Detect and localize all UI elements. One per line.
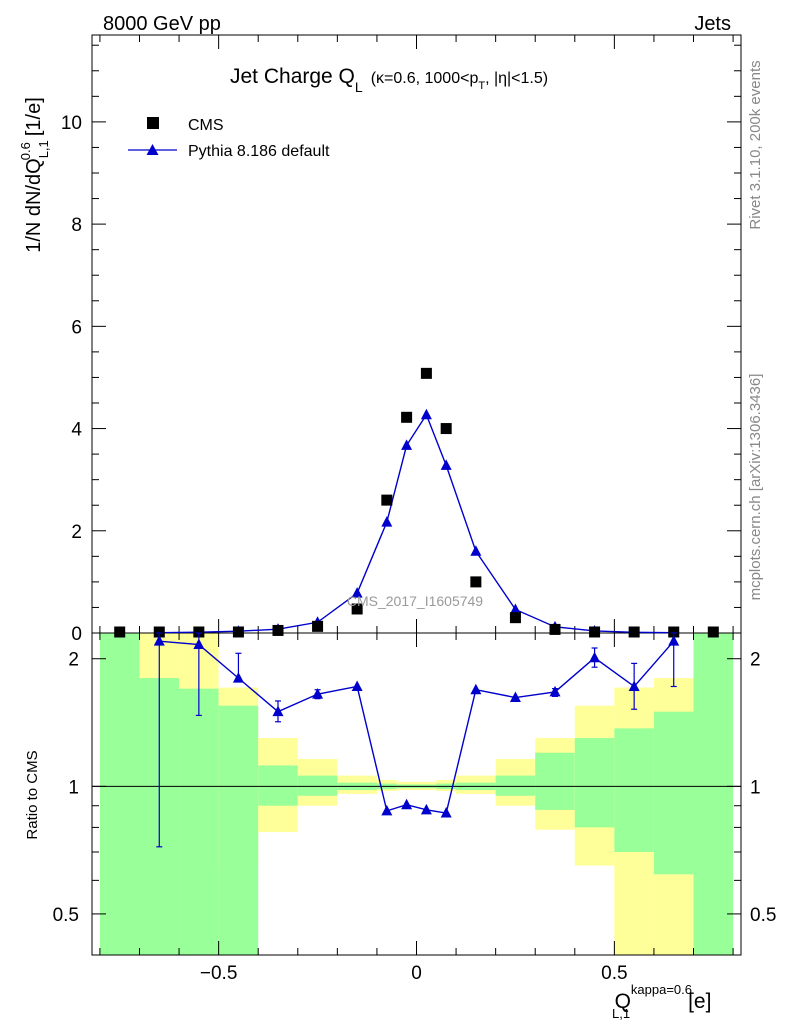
- pythia-point: [351, 587, 363, 598]
- chart-title: Jet Charge QL (κ=0.6, 1000<pT, |η|<1.5): [230, 65, 548, 95]
- cms-point: [153, 626, 165, 638]
- cms-point: [440, 423, 452, 435]
- y-tick-label: 8: [71, 215, 82, 236]
- pythia-ratio-point: [401, 798, 413, 810]
- cms-point: [401, 411, 413, 423]
- band-inner: [693, 633, 734, 955]
- x-axis-label: Qkappa=0.6 L,1[e]: [612, 982, 711, 1021]
- cms-point: [272, 624, 284, 636]
- pythia-ratio-point: [381, 804, 393, 816]
- ratio-y-tick-label-right: 0.5: [750, 905, 776, 926]
- legend-cms-label: CMS: [188, 117, 224, 134]
- band-inner: [179, 688, 219, 955]
- pythia-point: [509, 603, 521, 614]
- y-axis-label: 1/N dN/dQL,10.6[1/e]: [18, 97, 51, 253]
- pythia-ratio-point: [549, 685, 561, 697]
- ratio-y-tick-label: 0.5: [53, 905, 79, 926]
- cms-point: [589, 626, 601, 638]
- pythia-ratio-point: [628, 680, 640, 691]
- mcplots-label: mcplots.cern.ch [arXiv:1306.3436]: [747, 374, 764, 601]
- band-inner: [614, 728, 654, 852]
- pythia-ratio-point: [420, 803, 432, 815]
- y-tick-label: 2: [71, 522, 82, 543]
- x-tick-label: 0.5: [601, 963, 627, 984]
- ratio-uncertainty-bands: [99, 633, 734, 955]
- cms-point: [509, 612, 521, 624]
- band-inner: [258, 765, 298, 806]
- cms-point: [668, 626, 680, 638]
- rivet-label: Rivet 3.1.10, 200k events: [747, 60, 764, 229]
- band-inner: [99, 633, 140, 955]
- cms-point: [470, 576, 482, 588]
- cms-point: [707, 626, 719, 638]
- pythia-ratio-line: [159, 640, 675, 814]
- pythia-point: [381, 516, 393, 527]
- cms-point: [193, 626, 205, 638]
- band-inner: [574, 738, 615, 828]
- y-tick-label: 10: [61, 113, 82, 134]
- cms-series: [114, 367, 719, 638]
- pythia-ratio-point: [351, 680, 363, 691]
- pythia-point: [401, 439, 413, 450]
- cms-point: [114, 626, 126, 638]
- pythia-point: [470, 545, 482, 556]
- pythia-ratio-point: [153, 635, 165, 646]
- legend-pythia-marker: [146, 144, 159, 155]
- pythia-point: [420, 408, 432, 420]
- pythia-ratio-point: [193, 638, 205, 650]
- pythia-line: [159, 413, 674, 634]
- band-inner: [218, 705, 259, 955]
- band-inner: [495, 775, 536, 796]
- pythia-point: [440, 459, 452, 470]
- legend-cms-marker: [147, 117, 159, 129]
- cms-point: [312, 620, 324, 632]
- cms-point: [351, 603, 363, 615]
- pythia-ratio-series: [153, 632, 680, 848]
- x-tick-label: −0.5: [200, 963, 238, 984]
- band-inner: [297, 775, 338, 796]
- ratio-y-tick-label: 1: [68, 777, 79, 798]
- cms-point: [232, 626, 244, 638]
- axis-ticks: [92, 35, 741, 956]
- cms-point: [628, 626, 640, 638]
- pythia-ratio-point: [509, 691, 521, 703]
- ratio-y-tick-label-right: 1: [750, 777, 761, 798]
- x-tick-label: 0: [411, 963, 422, 984]
- analysis-type-label: Jets: [694, 13, 731, 35]
- analysis-watermark: CMS_2017_I1605749: [347, 593, 483, 609]
- cms-point: [381, 494, 393, 506]
- cms-point: [549, 623, 561, 635]
- cms-point: [420, 367, 432, 379]
- pythia-ratio-point: [232, 672, 244, 683]
- pythia-ratio-point: [440, 807, 452, 818]
- legend-pythia-label: Pythia 8.186 default: [188, 143, 330, 160]
- ratio-axis-label: Ratio to CMS: [24, 750, 41, 839]
- collision-label: 8000 GeV pp: [103, 13, 221, 35]
- pythia-ratio-point: [668, 635, 680, 646]
- pythia-ratio-point: [470, 683, 482, 695]
- y-tick-label: 4: [71, 420, 82, 441]
- y-tick-label: 0: [71, 624, 82, 645]
- pythia-ratio-point: [312, 688, 324, 699]
- ratio-y-tick-label: 2: [68, 650, 79, 671]
- band-inner: [653, 711, 694, 875]
- ratio-y-tick-label-right: 2: [750, 650, 761, 671]
- legend: CMS Pythia 8.186 default: [128, 117, 330, 160]
- tick-labels: −0.5 0 0.5 0 2 4 6 8 10 0.5 0.5 1 1 2 2: [53, 113, 777, 984]
- pythia-ratio-point: [272, 705, 284, 717]
- band-inner: [535, 752, 575, 810]
- y-tick-label: 6: [71, 317, 82, 338]
- pythia-ratio-point: [589, 651, 601, 663]
